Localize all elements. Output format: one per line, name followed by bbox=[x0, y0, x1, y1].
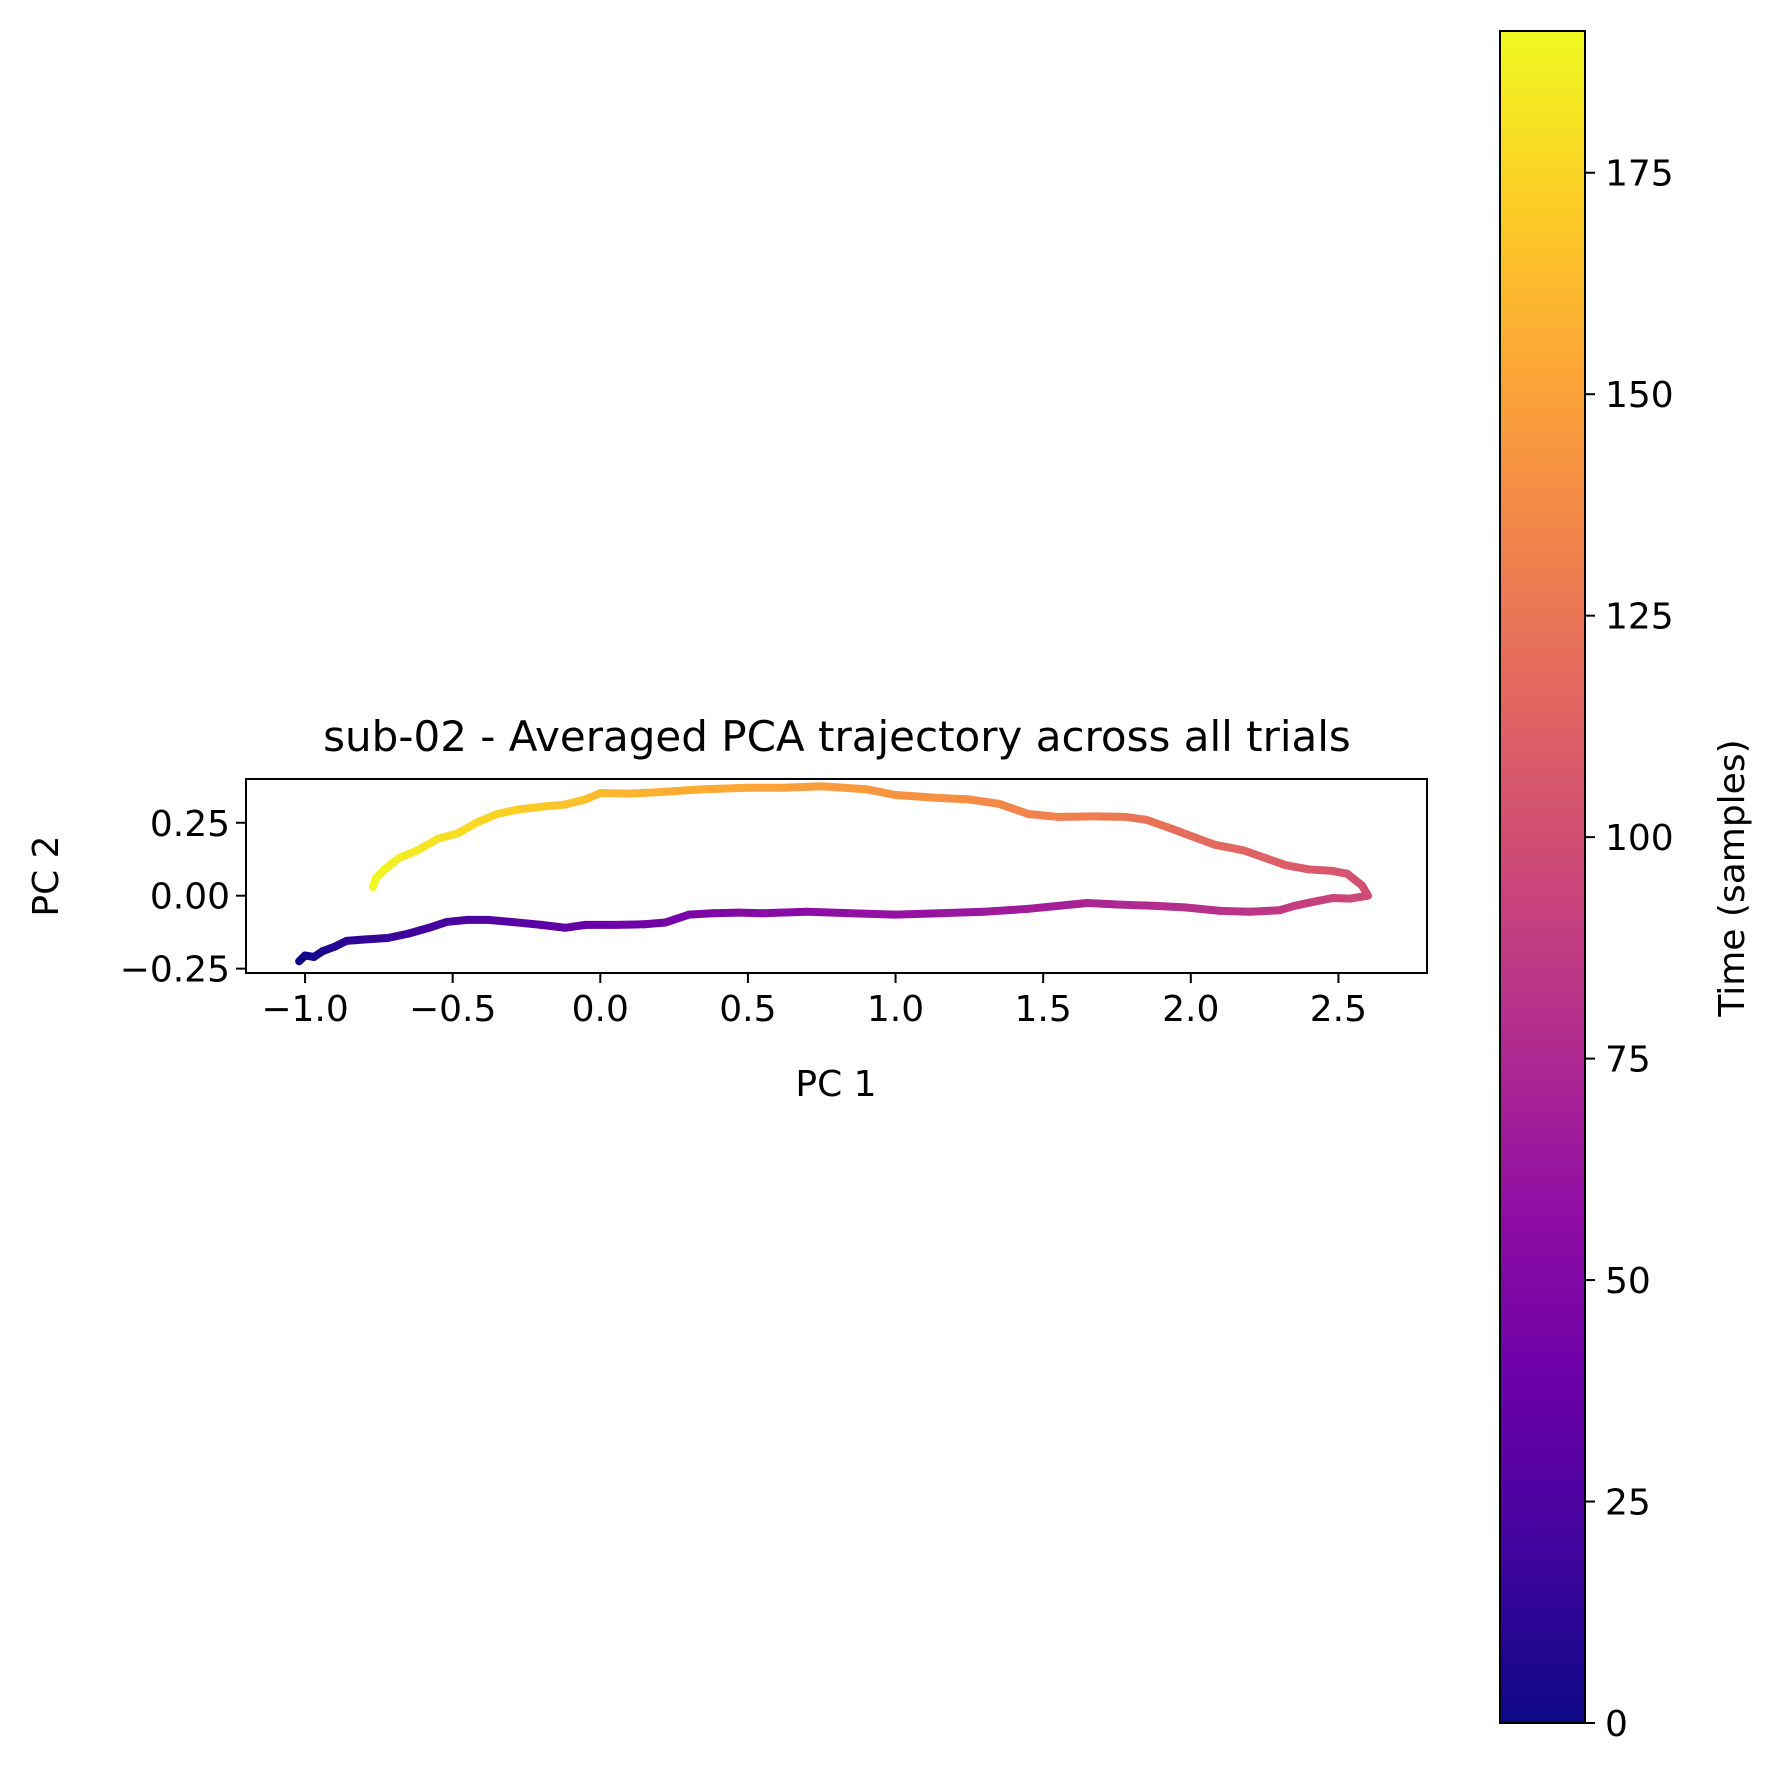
colorbar-tick-label: 75 bbox=[1605, 1040, 1651, 1081]
y-axis-ticks: 0.25 0.00 −0.25 bbox=[120, 804, 246, 991]
trajectory-segment bbox=[1112, 900, 1160, 910]
x-axis-label: PC 1 bbox=[795, 1064, 876, 1105]
colorbar-tick-label: 125 bbox=[1605, 597, 1674, 638]
y-tick-label: −0.25 bbox=[120, 950, 230, 991]
trajectory-segment bbox=[699, 783, 752, 794]
trajectory-segment bbox=[891, 791, 944, 802]
x-tick-label: 2.0 bbox=[1162, 989, 1219, 1030]
main-plot: sub-02 - Averaged PCA trajectory across … bbox=[26, 712, 1428, 1105]
colorbar-ticks: 0 25 50 75 100 125 150 175 bbox=[1585, 154, 1674, 1745]
trajectory-segment bbox=[655, 785, 708, 797]
trajectory-segment bbox=[611, 920, 649, 929]
trajectory-segment bbox=[596, 789, 634, 798]
trajectory-segment bbox=[661, 910, 693, 927]
chart-title: sub-02 - Averaged PCA trajectory across … bbox=[323, 712, 1351, 761]
colorbar-tick-label: 0 bbox=[1605, 1704, 1628, 1745]
trajectory-segment bbox=[758, 907, 811, 918]
trajectory-segment bbox=[980, 904, 1033, 916]
trajectory-segment bbox=[1186, 831, 1219, 849]
colorbar-label: Time (samples) bbox=[1712, 739, 1753, 1017]
trajectory-segment bbox=[1245, 906, 1284, 916]
y-tick-label: 0.00 bbox=[150, 877, 230, 918]
x-tick-label: −0.5 bbox=[409, 989, 496, 1030]
x-tick-label: 1.5 bbox=[1015, 989, 1072, 1030]
colorbar-gradient bbox=[1499, 30, 1586, 1724]
trajectory-segment bbox=[1092, 812, 1130, 821]
trajectory-segment bbox=[802, 907, 856, 918]
trajectory-segment bbox=[935, 907, 989, 918]
trajectory-segment bbox=[1281, 861, 1313, 874]
trajectory-segment bbox=[1216, 906, 1254, 916]
trajectory-segment bbox=[625, 788, 664, 798]
trajectory-segment bbox=[507, 917, 546, 929]
trajectory-segment bbox=[1083, 898, 1121, 909]
x-tick-label: −1.0 bbox=[261, 989, 348, 1030]
trajectory-segment bbox=[1180, 903, 1225, 915]
x-tick-label: 1.0 bbox=[867, 989, 924, 1030]
trajectory-segment bbox=[847, 909, 900, 919]
trajectory-segment bbox=[1024, 810, 1062, 821]
x-tick-label: 2.5 bbox=[1310, 989, 1367, 1030]
colorbar: 0 25 50 75 100 125 150 175 Time (samples) bbox=[1499, 30, 1753, 1745]
colorbar-tick-label: 150 bbox=[1605, 375, 1674, 416]
trajectory-segment bbox=[708, 908, 744, 918]
trajectory-segment bbox=[779, 782, 826, 792]
trajectory-segment bbox=[368, 874, 380, 891]
y-tick-label: 0.25 bbox=[150, 804, 230, 845]
trajectory-segment bbox=[862, 785, 900, 800]
trajectory-segment bbox=[1024, 901, 1071, 913]
trajectory-segment bbox=[965, 795, 1003, 808]
trajectory-segment bbox=[1151, 901, 1189, 912]
colorbar-tick-label: 100 bbox=[1605, 818, 1674, 859]
colorbar-tick-label: 50 bbox=[1605, 1261, 1651, 1302]
x-tick-label: 0.5 bbox=[719, 989, 776, 1030]
trajectory-line bbox=[295, 782, 1372, 966]
x-axis-ticks: −1.0 −0.5 0.0 0.5 1.0 1.5 2.0 2.5 bbox=[261, 973, 1367, 1030]
trajectory-segment bbox=[935, 793, 974, 804]
colorbar-tick-label: 175 bbox=[1605, 154, 1674, 195]
plot-frame bbox=[245, 778, 1428, 974]
x-tick-label: 0.0 bbox=[572, 989, 629, 1030]
y-axis-label: PC 2 bbox=[26, 835, 67, 916]
trajectory-segment bbox=[994, 799, 1033, 819]
trajectory-segment bbox=[1163, 823, 1195, 840]
trajectory-segment bbox=[891, 909, 944, 919]
colorbar-tick-label: 25 bbox=[1605, 1483, 1651, 1524]
trajectory-segment bbox=[817, 782, 871, 794]
trajectory-segment bbox=[1053, 812, 1101, 821]
trajectory-segment bbox=[1210, 840, 1248, 855]
